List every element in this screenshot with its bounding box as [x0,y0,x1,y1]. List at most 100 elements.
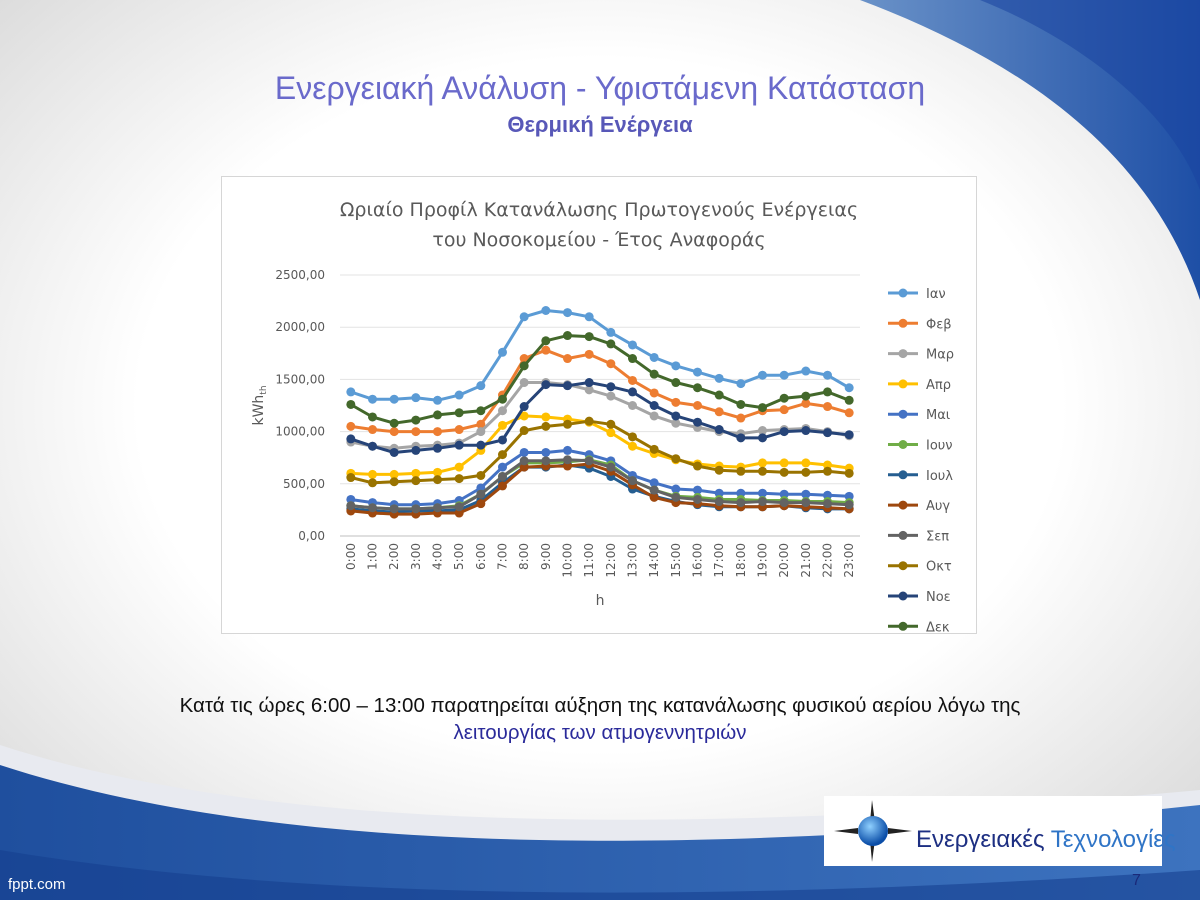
legend-marker [898,621,908,631]
x-tick-label: 10:00 [561,543,575,578]
data-point [779,405,789,415]
data-point [779,393,789,403]
x-tick-label: 9:00 [539,543,553,570]
data-point [779,458,789,468]
x-tick-label: 16:00 [691,543,705,578]
data-point [519,361,529,371]
data-point [389,447,399,457]
data-point [758,458,767,468]
data-point [758,466,767,476]
y-tick-label: 500,00 [283,477,325,491]
data-point [498,471,507,481]
data-point [541,336,551,346]
data-point [454,502,464,512]
x-tick-label: 14:00 [647,543,661,578]
data-point [779,370,789,380]
data-point [368,412,377,422]
x-tick-label: 20:00 [777,543,791,578]
data-point [779,467,789,477]
data-point [584,349,594,359]
legend-marker [898,288,908,298]
data-point [563,461,572,471]
legend-label: Μαρ [926,348,954,363]
data-point [758,403,767,413]
y-tick-label: 2000,00 [275,320,325,334]
data-point [736,466,746,476]
x-tick-label: 2:00 [387,543,401,570]
data-point [584,456,594,466]
data-point [519,411,529,421]
data-point [519,354,529,364]
data-point [693,461,702,471]
data-point [498,347,507,357]
x-axis-label: h [596,593,605,609]
data-point [368,503,377,513]
data-point [823,466,832,476]
legend-label: Ιουλ [926,469,953,484]
data-point [844,383,854,393]
data-point [628,441,637,451]
data-point [411,445,421,455]
watermark: fppt.com [8,876,66,893]
data-point [736,399,746,409]
data-point [541,421,551,431]
data-point [411,468,421,478]
company-logo: Ενεργειακές Τεχνολογίες [824,796,1176,866]
data-point [584,332,594,342]
data-point [519,426,529,436]
data-point [584,312,594,322]
data-point [454,462,464,472]
data-point [433,475,442,485]
y-tick-label: 1500,00 [275,372,325,386]
legend-label: Μαι [926,408,950,423]
data-point [606,359,616,369]
data-point [563,331,572,341]
x-tick-label: 3:00 [409,543,423,570]
legend-marker [898,530,908,540]
data-point [476,406,486,416]
data-point [823,499,832,509]
data-point [714,407,724,417]
data-point [844,491,854,501]
data-point [433,443,442,453]
legend-label: Ιουν [926,439,953,454]
data-point [758,497,767,507]
data-point [714,488,724,498]
data-point [563,381,572,391]
data-point [671,378,681,388]
data-point [801,458,811,468]
legend-marker [898,409,908,419]
data-point [823,370,832,380]
legend-marker [898,591,908,601]
data-point [844,500,854,510]
data-point [606,382,616,392]
data-point [671,411,681,421]
data-point [433,503,442,513]
logo-word-2: Τεχνολογίες [1050,826,1176,853]
data-point [693,383,702,393]
data-point [736,413,746,423]
data-point [563,354,572,364]
legend-label: Σεπ [926,529,949,544]
data-point [541,456,551,466]
data-point [498,462,507,472]
data-point [823,460,832,470]
data-point [563,455,572,465]
data-point [628,476,637,486]
caption: Κατά τις ώρες 6:00 – 13:00 παρατηρείται … [60,692,1140,746]
data-point [411,504,421,514]
data-point [801,366,811,376]
caption-line-2: λειτουργίας των ατμογεννητριών [453,721,747,744]
data-point [736,498,746,508]
data-point [606,462,616,472]
data-point [563,419,572,429]
data-point [758,426,767,436]
x-tick-label: 18:00 [734,543,748,578]
data-point [433,467,442,477]
data-point [714,390,724,400]
data-point [476,440,486,450]
data-point [649,411,659,421]
data-point [411,415,421,425]
x-tick-label: 23:00 [842,543,856,578]
data-point [584,416,594,426]
